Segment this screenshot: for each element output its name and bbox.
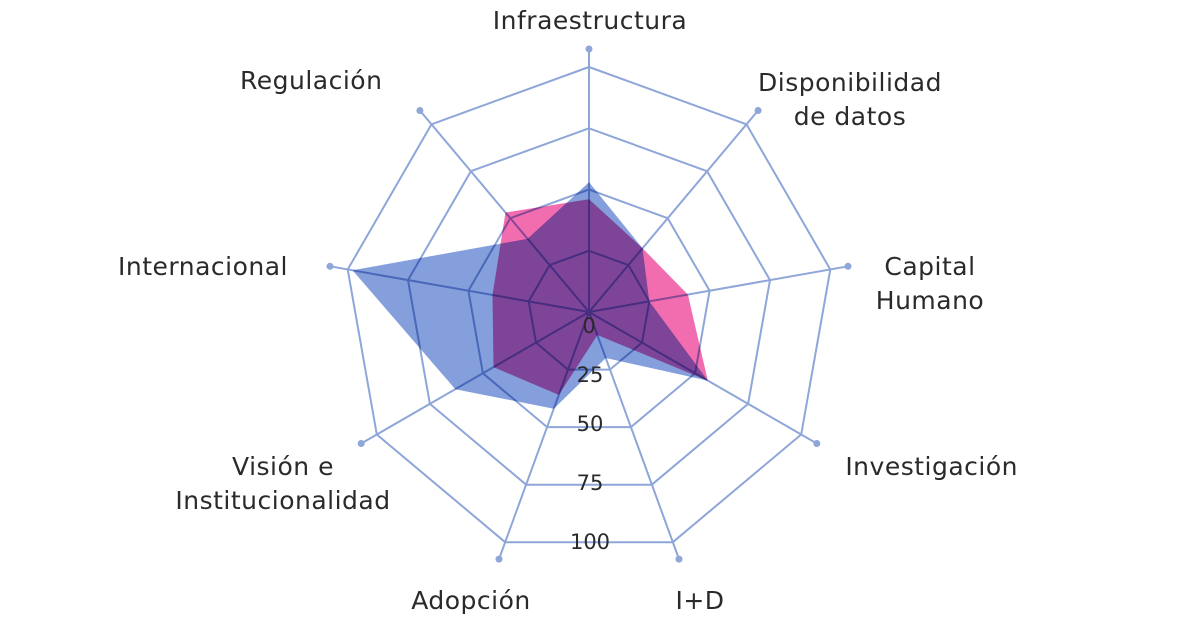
- spoke-dot-disponibilidad: [754, 107, 762, 114]
- axis-label-investigacion: Investigación: [818, 450, 1018, 484]
- axis-label-line: Visión e: [232, 452, 334, 481]
- axis-label-adopcion: Adopción: [396, 584, 546, 618]
- axis-label-regulacion: Regulación: [240, 64, 412, 98]
- tick-label: 0: [582, 314, 595, 338]
- axis-label-id: I+D: [660, 584, 740, 618]
- tick-label: 25: [577, 363, 604, 387]
- axis-label-line: Disponibilidad: [758, 68, 942, 97]
- axis-label-line: de datos: [793, 102, 907, 131]
- axis-label-line: Adopción: [411, 586, 531, 615]
- tick-label: 50: [577, 412, 604, 436]
- grid-ring-3: [406, 127, 772, 486]
- axis-label-line: Institucionalidad: [175, 486, 391, 515]
- tick-label: 100: [570, 530, 610, 554]
- axis-label-infraestructura: Infraestructura: [480, 4, 700, 38]
- axis-label-line: Infraestructura: [492, 6, 688, 35]
- axis-label-line: Regulación: [240, 66, 383, 95]
- grid-ring-4: [346, 65, 832, 544]
- axis-label-capital: Capital Humano: [860, 250, 1000, 318]
- axis-label-line: Humano: [875, 286, 985, 315]
- spoke-dot-investigacion: [813, 440, 821, 447]
- axis-label-disponibilidad: Disponibilidad de datos: [742, 66, 958, 134]
- radial-tick-labels: 0 25 50 75 100: [570, 314, 610, 554]
- axis-label-line: Investigación: [845, 452, 1018, 481]
- axis-label-line: I+D: [675, 586, 725, 615]
- spoke-dot-infraestructura: [585, 45, 593, 53]
- axis-label-internacional: Internacional: [118, 250, 320, 284]
- axis-label-line: Internacional: [118, 252, 289, 281]
- spoke-dot-internacional: [326, 262, 334, 270]
- spoke-dot-adopcion: [495, 555, 503, 563]
- spoke-dot-vision: [357, 440, 365, 447]
- axis-label-vision: Visión e Institucionalidad: [156, 450, 410, 518]
- spoke-dot-id: [675, 555, 683, 563]
- spoke-dot-regulacion: [416, 107, 424, 114]
- spoke-dot-capital: [844, 262, 852, 270]
- radar-series-layer: [352, 182, 708, 409]
- axis-label-line: Capital: [884, 252, 976, 281]
- series-area-2: [492, 199, 708, 395]
- tick-label: 75: [577, 471, 604, 495]
